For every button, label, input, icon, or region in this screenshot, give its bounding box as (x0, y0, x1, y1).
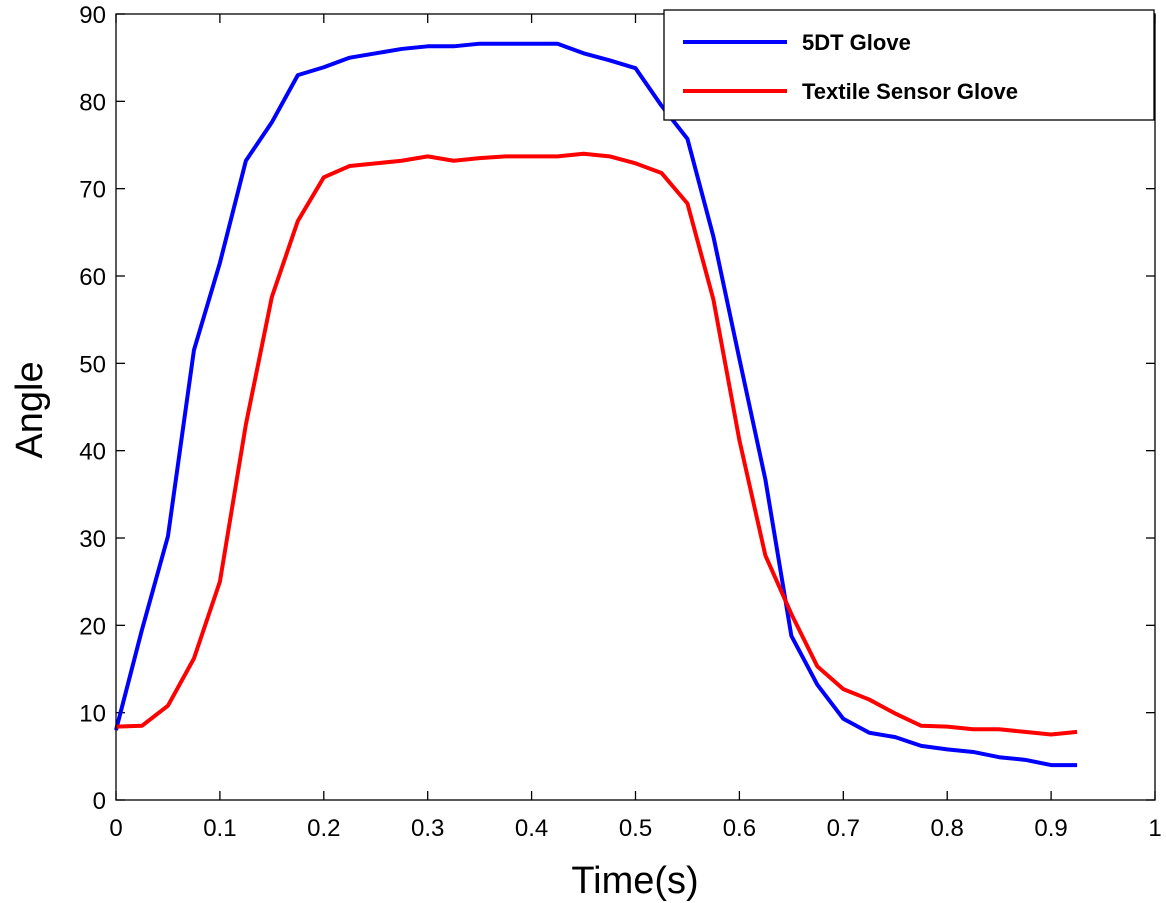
x-tick-label: 0.4 (515, 815, 548, 842)
legend-label-textile-sensor-glove: Textile Sensor Glove (802, 79, 1018, 104)
plot-area (116, 14, 1155, 800)
y-tick-label: 40 (79, 439, 106, 466)
y-tick-label: 70 (79, 177, 106, 204)
x-tick-label: 0 (109, 815, 122, 842)
x-tick-label: 0.8 (931, 815, 964, 842)
y-tick-label: 20 (79, 613, 106, 640)
tick-labels: 0 0.1 0.2 0.3 0.4 0.5 0.6 0.7 0.8 0.9 101020304050… (79, 2, 1161, 842)
x-tick-label: 0.5 (619, 815, 652, 842)
x-tick-label: 0.2 (307, 815, 340, 842)
legend: 5DT Glove Textile Sensor Glove (663, 9, 1155, 121)
y-tick-label: 80 (79, 89, 106, 116)
series-line-textile-sensor-glove (115, 151, 1078, 737)
legend-box (663, 9, 1155, 121)
x-tick-label: 0.6 (723, 815, 756, 842)
y-tick-label: 10 (79, 701, 106, 728)
x-tick-label: 0.7 (827, 815, 860, 842)
x-tick-label: 0.3 (411, 815, 444, 842)
y-tick-label: 60 (79, 264, 106, 291)
y-tick-label: 50 (79, 351, 106, 378)
y-tick-label: 30 (79, 526, 106, 553)
y-tick-label: 0 (93, 788, 106, 815)
y-tick-label: 90 (79, 2, 106, 29)
plot-frame (115, 13, 1156, 801)
series-lines (114, 41, 1078, 768)
x-tick-label: 1 (1148, 815, 1161, 842)
x-tick-label: 0.9 (1034, 815, 1067, 842)
x-tick-label: 0.1 (203, 815, 236, 842)
y-axis-title: Angle (9, 361, 51, 458)
x-axis-title: Time(s) (571, 860, 698, 902)
series-line-5dt-glove (114, 41, 1078, 768)
legend-label-5dt-glove: 5DT Glove (802, 30, 911, 55)
